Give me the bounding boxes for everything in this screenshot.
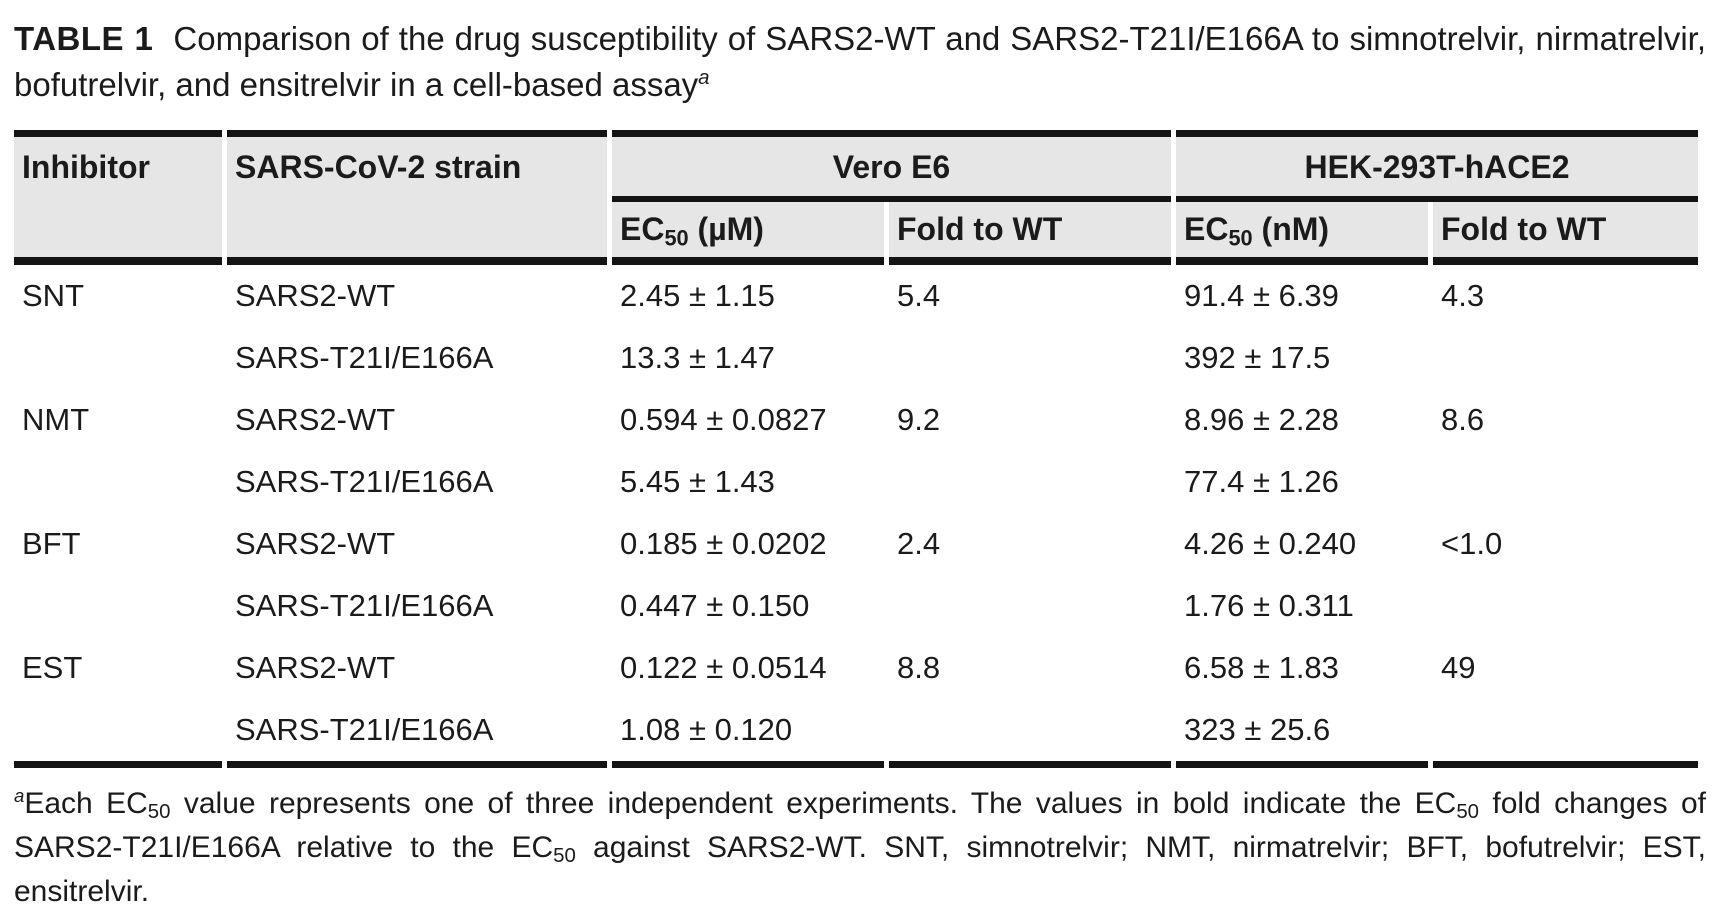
cell-ec50-um: 1.08 ± 0.120: [612, 699, 884, 768]
ec50-subscript: 50: [1228, 225, 1253, 251]
group-header-vero-e6: Vero E6: [612, 130, 1171, 202]
cell-strain: SARS-T21I/E166A: [227, 575, 607, 637]
footnote-text: fold changes of SARS2-T21I/E166A relativ…: [14, 787, 1706, 864]
column-header-fold-to-wt-hek: Fold to WT: [1433, 202, 1699, 265]
cell-ec50-nm: 1.76 ± 0.311: [1176, 575, 1428, 637]
cell-ec50-um: 5.45 ± 1.43: [612, 451, 884, 513]
cell-ec50-um: 0.122 ± 0.0514: [612, 637, 884, 699]
column-header-ec50-um: EC50 (µM): [612, 202, 884, 265]
cell-fold-hek: 8.6: [1433, 389, 1699, 451]
table-caption-footnote-marker: a: [698, 66, 710, 89]
table-footnote: aEach EC50 value represents one of three…: [14, 782, 1706, 914]
table-row: SARS-T21I/E166A 5.45 ± 1.43 77.4 ± 1.26: [14, 451, 1699, 513]
table-row: BFT SARS2-WT 0.185 ± 0.0202 2.4 4.26 ± 0…: [14, 513, 1699, 575]
table-row: SARS-T21I/E166A 0.447 ± 0.150 1.76 ± 0.3…: [14, 575, 1699, 637]
table-caption-text: Comparison of the drug susceptibility of…: [14, 20, 1706, 103]
cell-fold-hek: [1433, 451, 1699, 513]
cell-ec50-um: 2.45 ± 1.15: [612, 265, 884, 327]
cell-strain: SARS-T21I/E166A: [227, 327, 607, 389]
ec50-subscript: 50: [1456, 801, 1480, 824]
table-caption-label: TABLE 1: [14, 20, 154, 57]
table-header: Inhibitor SARS-CoV-2 strain Vero E6 HEK-…: [14, 130, 1699, 265]
cell-fold-hek: 49: [1433, 637, 1699, 699]
cell-strain: SARS2-WT: [227, 389, 607, 451]
column-header-ec50-nm: EC50 (nM): [1176, 202, 1428, 265]
ec50-subscript: 50: [147, 801, 171, 824]
cell-inhibitor: [14, 575, 222, 637]
group-header-hek-293t-hace2: HEK-293T-hACE2: [1176, 130, 1699, 202]
ec50-label: EC: [620, 211, 665, 247]
cell-fold-vero: [889, 575, 1171, 637]
cell-fold-vero: 2.4: [889, 513, 1171, 575]
ec50-label: EC: [1184, 211, 1229, 247]
cell-fold-vero: 5.4: [889, 265, 1171, 327]
cell-ec50-nm: 323 ± 25.6: [1176, 699, 1428, 768]
cell-ec50-um: 0.594 ± 0.0827: [612, 389, 884, 451]
cell-inhibitor: NMT: [14, 389, 222, 451]
cell-fold-vero: 9.2: [889, 389, 1171, 451]
cell-ec50-um: 0.185 ± 0.0202: [612, 513, 884, 575]
cell-ec50-nm: 6.58 ± 1.83: [1176, 637, 1428, 699]
table-caption: TABLE 1 Comparison of the drug susceptibi…: [14, 16, 1706, 108]
table-body: SNT SARS2-WT 2.45 ± 1.15 5.4 91.4 ± 6.39…: [14, 265, 1699, 768]
column-header-strain: SARS-CoV-2 strain: [227, 130, 607, 265]
cell-ec50-nm: 392 ± 17.5: [1176, 327, 1428, 389]
cell-ec50-nm: 77.4 ± 1.26: [1176, 451, 1428, 513]
cell-ec50-nm: 4.26 ± 0.240: [1176, 513, 1428, 575]
footnote-text: value represents one of three independen…: [170, 787, 1457, 820]
cell-fold-hek: <1.0: [1433, 513, 1699, 575]
table-row: SNT SARS2-WT 2.45 ± 1.15 5.4 91.4 ± 6.39…: [14, 265, 1699, 327]
ec50-unit: (µM): [688, 211, 764, 247]
cell-ec50-um: 13.3 ± 1.47: [612, 327, 884, 389]
cell-strain: SARS2-WT: [227, 637, 607, 699]
ec50-subscript: 50: [664, 225, 689, 251]
footnote-text: against SARS2-WT. SNT, simnotrelvir; NMT…: [14, 831, 1706, 908]
cell-inhibitor: EST: [14, 637, 222, 699]
footnote-text: Each EC: [24, 787, 148, 820]
cell-fold-vero: 8.8: [889, 637, 1171, 699]
cell-strain: SARS-T21I/E166A: [227, 451, 607, 513]
cell-inhibitor: [14, 451, 222, 513]
column-header-fold-to-wt-vero: Fold to WT: [889, 202, 1171, 265]
table-row: NMT SARS2-WT 0.594 ± 0.0827 9.2 8.96 ± 2…: [14, 389, 1699, 451]
cell-fold-hek: [1433, 699, 1699, 768]
susceptibility-table: Inhibitor SARS-CoV-2 strain Vero E6 HEK-…: [9, 130, 1703, 768]
cell-inhibitor: BFT: [14, 513, 222, 575]
cell-fold-vero: [889, 699, 1171, 768]
cell-fold-vero: [889, 327, 1171, 389]
cell-strain: SARS2-WT: [227, 265, 607, 327]
cell-fold-hek: 4.3: [1433, 265, 1699, 327]
cell-inhibitor: [14, 327, 222, 389]
cell-fold-vero: [889, 451, 1171, 513]
footnote-marker: a: [14, 785, 25, 806]
table-row: SARS-T21I/E166A 1.08 ± 0.120 323 ± 25.6: [14, 699, 1699, 768]
cell-strain: SARS2-WT: [227, 513, 607, 575]
cell-strain: SARS-T21I/E166A: [227, 699, 607, 768]
cell-ec50-um: 0.447 ± 0.150: [612, 575, 884, 637]
cell-fold-hek: [1433, 327, 1699, 389]
ec50-unit: (nM): [1252, 211, 1330, 247]
cell-ec50-nm: 8.96 ± 2.28: [1176, 389, 1428, 451]
ec50-subscript: 50: [553, 845, 576, 868]
cell-inhibitor: [14, 699, 222, 768]
table-row: EST SARS2-WT 0.122 ± 0.0514 8.8 6.58 ± 1…: [14, 637, 1699, 699]
cell-ec50-nm: 91.4 ± 6.39: [1176, 265, 1428, 327]
cell-fold-hek: [1433, 575, 1699, 637]
column-header-inhibitor: Inhibitor: [14, 130, 222, 265]
table-row: SARS-T21I/E166A 13.3 ± 1.47 392 ± 17.5: [14, 327, 1699, 389]
cell-inhibitor: SNT: [14, 265, 222, 327]
